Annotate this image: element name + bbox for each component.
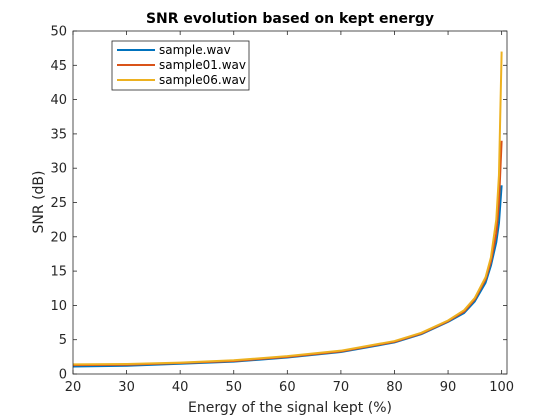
- x-tick-label: 90: [440, 380, 457, 395]
- y-tick-label: 35: [50, 127, 67, 142]
- x-tick-label: 30: [118, 380, 135, 395]
- y-tick-label: 40: [50, 93, 67, 108]
- legend-label: sample01.wav: [159, 58, 246, 72]
- x-tick-label: 80: [386, 380, 403, 395]
- x-tick-label: 20: [65, 380, 82, 395]
- legend-label: sample.wav: [159, 43, 231, 57]
- y-tick-label: 30: [50, 162, 67, 177]
- legend-label: sample06.wav: [159, 73, 246, 87]
- y-tick-label: 15: [50, 265, 67, 280]
- x-tick-label: 70: [333, 380, 350, 395]
- y-tick-label: 20: [50, 230, 67, 245]
- x-tick-label: 100: [489, 380, 514, 395]
- y-tick-label: 0: [59, 368, 67, 383]
- x-tick-label: 60: [279, 380, 296, 395]
- y-axis: 0 5 10 15 20 25 30 35 40 45 50: [50, 25, 507, 383]
- y-axis-label: SNR (dB): [31, 171, 47, 234]
- x-axis-label: Energy of the signal kept (%): [188, 400, 392, 416]
- y-tick-label: 45: [50, 59, 67, 74]
- x-tick-label: 40: [172, 380, 189, 395]
- series-layer: [72, 51, 503, 368]
- series-line: [72, 51, 503, 366]
- y-tick-label: 5: [59, 333, 67, 348]
- x-axis: 20 30 40 50 60 70 80 90 100: [65, 31, 514, 395]
- y-tick-label: 25: [50, 196, 67, 211]
- y-tick-label: 50: [50, 25, 67, 40]
- y-tick-label: 10: [50, 299, 67, 314]
- chart-title: SNR evolution based on kept energy: [146, 11, 434, 27]
- x-tick-label: 50: [225, 380, 242, 395]
